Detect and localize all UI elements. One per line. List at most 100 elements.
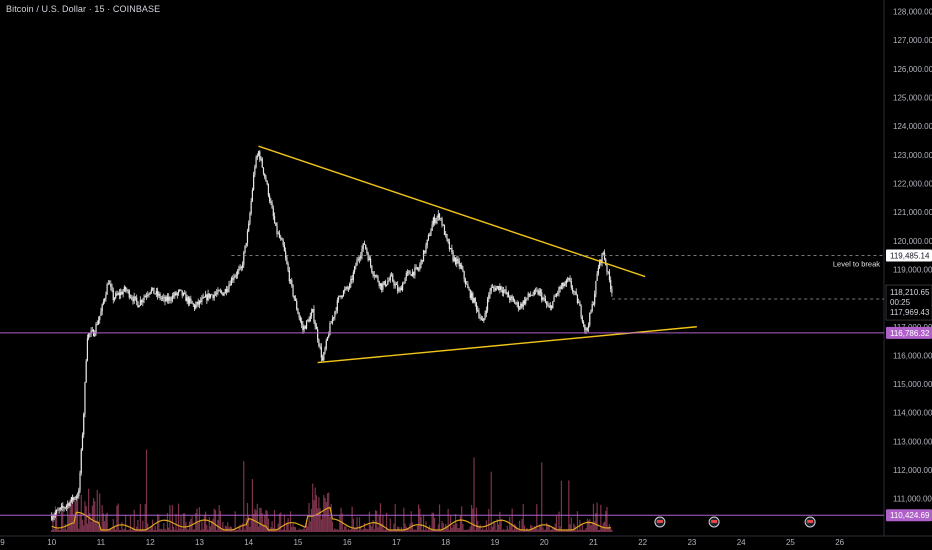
candle-body xyxy=(355,265,357,267)
candle-body xyxy=(518,308,521,309)
candle-body xyxy=(147,294,149,296)
volume-bar xyxy=(176,529,178,532)
volume-bar xyxy=(366,528,368,532)
candle-body xyxy=(368,258,370,261)
candle-body xyxy=(610,280,612,290)
volume-bar xyxy=(539,525,542,532)
volume-bar xyxy=(246,502,249,532)
volume-bar xyxy=(589,519,591,532)
candle-body xyxy=(475,302,478,310)
volume-bar xyxy=(309,521,311,532)
candle-body xyxy=(314,321,316,327)
volume-bar xyxy=(362,529,364,532)
lower-price-tag: 117,969.43 xyxy=(890,308,930,317)
volume-bar xyxy=(349,529,351,532)
volume-bar xyxy=(592,503,595,532)
volume-bar xyxy=(192,529,194,532)
candle-body xyxy=(376,275,378,277)
volume-bar xyxy=(142,520,144,532)
level-price-tag-bg xyxy=(886,249,932,262)
current-price-block xyxy=(885,284,932,321)
volume-bar xyxy=(250,519,252,532)
volume-bar xyxy=(79,514,81,532)
volume-bar xyxy=(392,529,394,532)
volume-bar xyxy=(118,529,121,532)
candle-body xyxy=(289,280,292,282)
candle-body xyxy=(520,303,522,309)
volume-bar xyxy=(571,529,574,532)
candle-body xyxy=(557,292,559,295)
candle-body xyxy=(389,275,391,281)
candle-body xyxy=(143,297,145,301)
candle-body xyxy=(281,238,283,241)
volume-bar xyxy=(227,522,229,532)
candle-body xyxy=(228,284,230,290)
volume-bar xyxy=(221,529,223,532)
volume-bar xyxy=(174,529,176,532)
candle-body xyxy=(317,329,319,340)
candle-body xyxy=(68,503,70,506)
volume-bar xyxy=(527,529,529,532)
volume-bar xyxy=(78,528,80,532)
volume-bar xyxy=(296,530,298,532)
candle-body xyxy=(553,296,555,302)
candle-body xyxy=(196,301,198,305)
candle-body xyxy=(293,295,295,299)
volume-bar xyxy=(129,515,132,532)
volume-bar xyxy=(132,527,134,532)
candle-body xyxy=(353,266,356,273)
volume-bar xyxy=(147,523,149,532)
volume-bar xyxy=(120,529,122,532)
volume-bar xyxy=(94,501,96,532)
volume-bar xyxy=(293,526,295,532)
volume-bar xyxy=(442,523,444,532)
volume-bar xyxy=(496,519,499,532)
volume-bar xyxy=(543,529,545,532)
volume-bar xyxy=(335,529,337,532)
candle-body xyxy=(224,289,226,294)
volume-bar xyxy=(310,508,313,532)
candle-body xyxy=(76,496,79,497)
volume-bar xyxy=(259,507,261,532)
candle-body xyxy=(580,305,582,317)
candle-body xyxy=(120,291,122,296)
candle-body xyxy=(250,201,252,214)
volume-bar xyxy=(495,529,497,532)
volume-bar xyxy=(320,519,322,532)
candle-body xyxy=(91,330,93,331)
candle-body xyxy=(219,291,221,292)
candle-body xyxy=(337,296,340,301)
candle-body xyxy=(538,290,540,295)
candle-body xyxy=(381,283,383,290)
volume-bar xyxy=(219,510,221,532)
candle-body xyxy=(206,294,208,301)
candle-body xyxy=(155,291,157,294)
candle-body xyxy=(457,259,459,261)
candle-body xyxy=(166,296,169,301)
volume-bar xyxy=(304,529,306,532)
candle-body xyxy=(385,284,388,286)
candle-body xyxy=(415,267,417,268)
candle-body xyxy=(271,203,273,209)
candle-body xyxy=(52,517,54,520)
volume-bar xyxy=(596,502,598,532)
candle-body xyxy=(560,286,563,289)
volume-bar xyxy=(468,529,470,532)
volume-bar xyxy=(186,528,188,532)
time-axis[interactable]: 9 10 11 12 13 14 15 16 17 18 19 20 21 22 23 24 25 26 xyxy=(0,538,844,547)
price-axis[interactable]: 111,000.00 112,000.00 113,000.00 114,000.00… xyxy=(893,7,932,503)
volume-bar xyxy=(156,514,159,532)
volume-bar xyxy=(218,505,220,532)
volume-bar xyxy=(325,501,327,532)
volume-bar xyxy=(233,529,235,532)
volume-bar xyxy=(550,529,553,532)
price-tick-label: 114,000.00 xyxy=(893,409,932,418)
volume-bar xyxy=(280,512,282,532)
candle-body xyxy=(170,300,172,301)
volume-bar xyxy=(58,529,60,532)
volume-bar xyxy=(336,529,338,532)
volume-bar xyxy=(67,504,69,532)
candle-body xyxy=(240,266,242,268)
candle-body xyxy=(101,304,103,312)
